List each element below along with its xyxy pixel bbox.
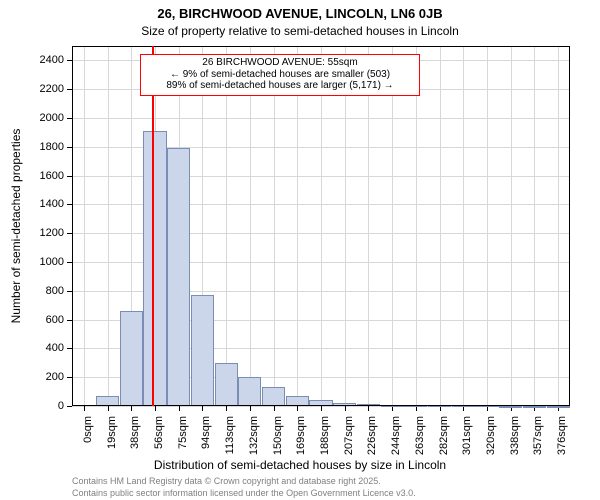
axis-line-right [569,46,570,406]
ytick-label: 2000 [0,112,64,124]
gridline-x [108,46,109,406]
gridline-x [416,46,417,406]
gridline-x [250,46,251,406]
xtick-label: 94sqm [200,416,212,449]
xtick-label: 226sqm [366,416,378,455]
xtick-label: 19sqm [106,416,118,449]
histogram-bar [215,363,238,406]
gridline-x [368,46,369,406]
histogram-bar [191,295,214,406]
gridline-x [274,46,275,406]
ytick-label: 0 [0,400,64,412]
xtick-mark [392,406,393,411]
xtick-mark [108,406,109,411]
gridline-x [511,46,512,406]
xtick-mark [202,406,203,411]
histogram-bar [143,131,166,406]
xtick-mark [155,406,156,411]
annotation-line-0: 26 BIRCHWOOD AVENUE: 55sqm [145,57,415,69]
xtick-label: 376sqm [556,416,568,455]
gridline-x [321,46,322,406]
histogram-bar [167,148,190,406]
xtick-label: 169sqm [295,416,307,455]
gridline-x [463,46,464,406]
ytick-label: 200 [0,371,64,383]
ytick-label: 1000 [0,256,64,268]
xtick-label: 357sqm [532,416,544,455]
xtick-label: 75sqm [177,416,189,449]
gridline-x [345,46,346,406]
ytick-label: 600 [0,314,64,326]
histogram-bar [523,406,546,408]
ytick-label: 1400 [0,198,64,210]
xtick-label: 188sqm [319,416,331,455]
property-marker-line [152,46,154,406]
xtick-label: 320sqm [485,416,497,455]
annotation-box: 26 BIRCHWOOD AVENUE: 55sqm← 9% of semi-d… [140,54,420,96]
ytick-label: 400 [0,342,64,354]
xtick-label: 263sqm [414,416,426,455]
gridline-x [297,46,298,406]
xtick-label: 301sqm [461,416,473,455]
xtick-label: 244sqm [390,416,402,455]
xtick-mark [84,406,85,411]
xtick-mark [274,406,275,411]
xtick-mark [250,406,251,411]
footnote-line-1: Contains HM Land Registry data © Crown c… [72,476,381,486]
xtick-label: 0sqm [82,416,94,443]
annotation-line-2: 89% of semi-detached houses are larger (… [145,80,415,92]
gridline-x [392,46,393,406]
footnote-line-2: Contains public sector information licen… [72,488,416,498]
chart-title-sub: Size of property relative to semi-detach… [0,24,600,38]
x-axis-label: Distribution of semi-detached houses by … [0,458,600,472]
ytick-label: 1200 [0,227,64,239]
axis-line-top [72,46,570,47]
xtick-label: 113sqm [224,416,236,454]
annotation-line-1: ← 9% of semi-detached houses are smaller… [145,69,415,81]
chart-title-main: 26, BIRCHWOOD AVENUE, LINCOLN, LN6 0JB [0,6,600,21]
xtick-mark [368,406,369,411]
axis-line-bottom [72,405,570,406]
xtick-label: 56sqm [153,416,165,449]
ytick-label: 2400 [0,54,64,66]
xtick-label: 282sqm [438,416,450,455]
xtick-mark [321,406,322,411]
histogram-bar [238,377,261,406]
xtick-mark [131,406,132,411]
gridline-x [84,46,85,406]
histogram-bar [120,311,143,406]
ytick-label: 1800 [0,141,64,153]
xtick-label: 207sqm [343,416,355,455]
ytick-mark [67,406,72,407]
xtick-label: 150sqm [272,416,284,455]
xtick-mark [345,406,346,411]
gridline-x [487,46,488,406]
ytick-label: 1600 [0,170,64,182]
ytick-label: 2200 [0,83,64,95]
axis-line-left [72,46,73,406]
gridline-x [558,46,559,406]
gridline-x [534,46,535,406]
chart-container: 26, BIRCHWOOD AVENUE, LINCOLN, LN6 0JB S… [0,0,600,500]
xtick-mark [179,406,180,411]
xtick-label: 132sqm [248,416,260,455]
histogram-bar [547,406,570,408]
xtick-label: 38sqm [129,416,141,449]
xtick-mark [226,406,227,411]
xtick-mark [297,406,298,411]
ytick-label: 800 [0,285,64,297]
xtick-label: 338sqm [509,416,521,455]
gridline-x [440,46,441,406]
histogram-bar [262,387,285,406]
gridline-x [226,46,227,406]
